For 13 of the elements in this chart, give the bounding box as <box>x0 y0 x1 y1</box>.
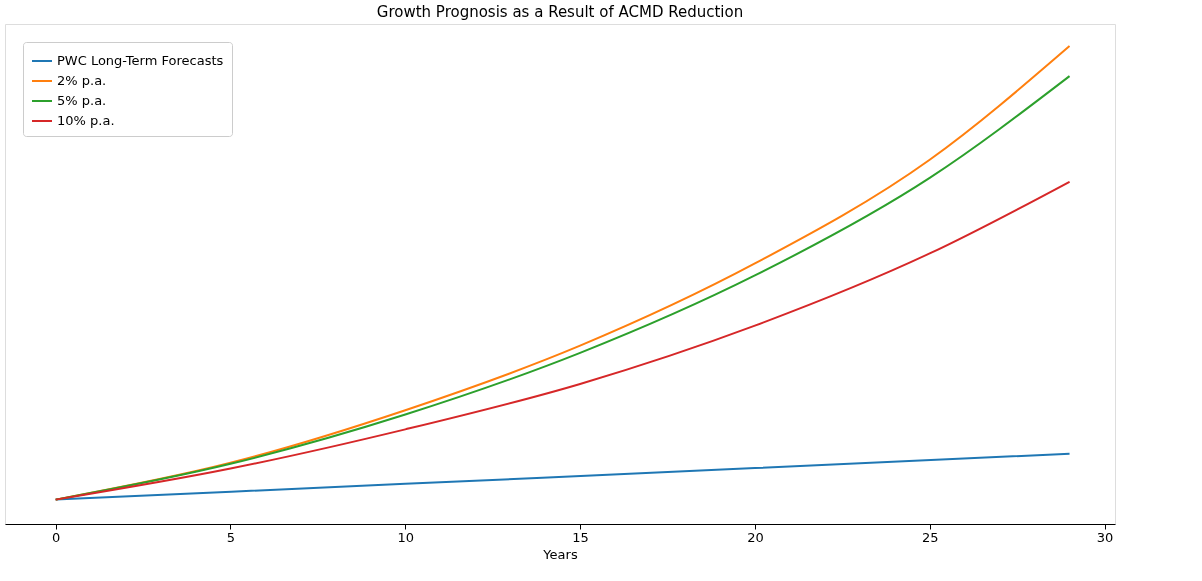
x-tick-label: 10 <box>397 529 415 545</box>
x-tick-label: 15 <box>572 529 589 545</box>
x-tick-label: 20 <box>747 529 764 545</box>
chart-title: Growth Prognosis as a Result of ACMD Reduction <box>376 3 744 21</box>
legend-label: 2% p.a. <box>57 73 107 88</box>
x-tick-label: 30 <box>1096 529 1114 545</box>
x-axis-title: Years <box>542 546 578 562</box>
x-tick-label: 0 <box>52 529 61 545</box>
legend-label: 5% p.a. <box>57 93 107 108</box>
legend-label: PWC Long-Term Forecasts <box>57 53 224 68</box>
legend-label: 10% p.a. <box>57 113 115 128</box>
x-tick-label: 5 <box>226 529 236 545</box>
x-tick-label: 25 <box>921 529 939 545</box>
